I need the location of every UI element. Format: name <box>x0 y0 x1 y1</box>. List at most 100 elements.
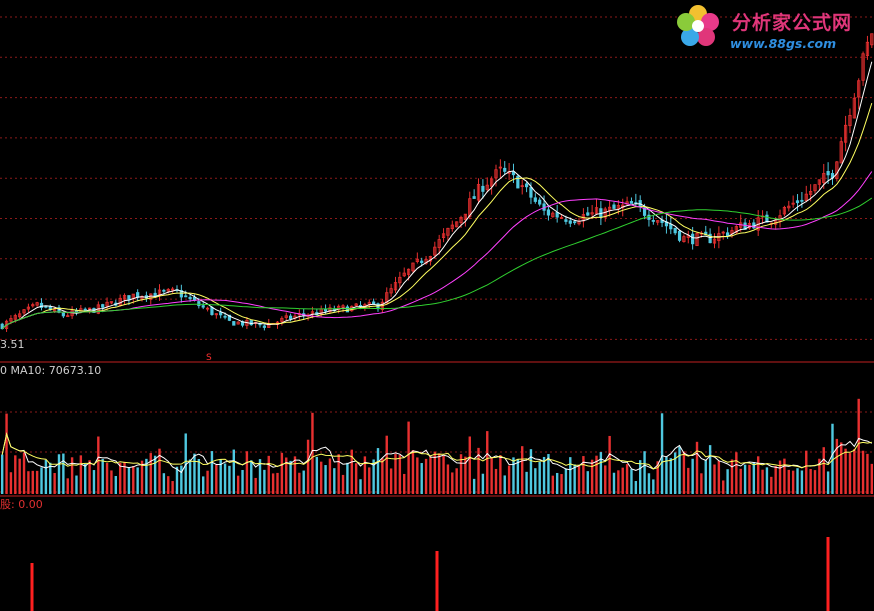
candle-body <box>201 305 205 308</box>
volume-bar <box>555 472 559 494</box>
candle-body <box>691 233 695 245</box>
candle-body <box>337 305 341 311</box>
candle-body <box>87 307 92 310</box>
candle-body <box>219 312 223 316</box>
candle-body <box>656 220 660 223</box>
volume-bar <box>49 462 52 494</box>
candle-body <box>586 212 590 216</box>
volume-bar <box>341 474 345 494</box>
candle-body <box>726 232 730 237</box>
candle-body <box>782 206 787 215</box>
candle-body <box>411 262 415 272</box>
candle-body <box>730 230 734 234</box>
candle-body <box>520 185 524 188</box>
candle-body <box>533 197 537 202</box>
candle-body <box>712 238 717 244</box>
volume-bar <box>215 465 218 494</box>
volume-bar <box>276 472 279 494</box>
volume-bar <box>66 478 69 494</box>
signal-markers: S <box>206 353 212 363</box>
logo-url-text: www.88gs.com <box>730 36 837 51</box>
volume-bar <box>280 452 284 494</box>
volume-bar <box>354 463 358 494</box>
volume-bar <box>805 450 808 494</box>
volume-bar <box>813 470 817 494</box>
volume-bar <box>145 458 148 494</box>
candle-body <box>9 318 13 322</box>
volume-bar <box>105 463 109 494</box>
candle-body <box>765 214 769 223</box>
volume-bar <box>302 470 305 494</box>
volume-bar <box>866 453 869 494</box>
volume-bar <box>521 446 524 494</box>
candle-body <box>721 231 725 234</box>
candle-body <box>682 236 686 243</box>
panel-dividers <box>0 361 874 497</box>
volume-bar <box>678 446 681 494</box>
candle-body <box>865 41 870 56</box>
candle-body <box>341 305 345 308</box>
site-logo: 分析家公式网 www.88gs.com <box>674 2 870 56</box>
candle-body <box>463 213 468 220</box>
volume-bar <box>625 464 629 494</box>
volume-bar <box>285 457 288 494</box>
volume-bar <box>499 455 502 494</box>
volume-bar <box>258 459 262 494</box>
volume-bar <box>298 472 301 494</box>
volume-bar <box>9 472 13 494</box>
price-low-label: 3.51 <box>0 338 25 351</box>
volume-bar <box>669 458 672 494</box>
candle-body <box>232 321 236 326</box>
volume-bar <box>328 458 332 494</box>
candle-body <box>503 167 507 172</box>
volume-bar <box>411 450 415 494</box>
volume-bar <box>459 454 463 494</box>
candle-body <box>472 196 476 199</box>
volume-bar <box>582 456 585 494</box>
volume-bar <box>861 450 865 494</box>
candle-body <box>223 315 227 318</box>
candle-body <box>468 198 472 217</box>
volume-bar <box>376 448 380 494</box>
volume-bar <box>451 472 454 494</box>
volume-bar <box>136 467 139 494</box>
volume-bar <box>743 464 747 494</box>
volume-bar <box>630 469 633 494</box>
volume-bar <box>525 471 528 494</box>
candle-body <box>398 276 402 284</box>
volume-bar <box>822 447 825 494</box>
candle-body <box>61 312 65 317</box>
volume-bar <box>293 456 297 494</box>
volume-bar <box>586 471 589 494</box>
volume-bar <box>726 469 729 494</box>
volume-bar <box>765 467 769 494</box>
candle-body <box>446 227 450 236</box>
candle-body <box>734 226 738 233</box>
buy-marker: S <box>206 353 212 363</box>
volume-bar <box>590 459 594 494</box>
volume-bar <box>149 453 152 494</box>
volume-bar <box>114 476 118 494</box>
signal-bars <box>30 537 830 611</box>
candle-body <box>210 307 214 315</box>
volume-bar <box>394 453 397 494</box>
candle-body <box>795 200 800 204</box>
volume-bar <box>564 468 568 494</box>
volume-bar <box>359 479 362 494</box>
candle-body <box>83 308 87 311</box>
candle-body <box>289 315 293 320</box>
candle-body <box>695 233 699 247</box>
candle-body <box>31 304 35 307</box>
candle-body <box>481 185 485 192</box>
volume-bar <box>241 469 244 494</box>
volume-bar <box>219 459 222 494</box>
volume-bar <box>595 455 598 494</box>
volume-bar <box>455 468 458 494</box>
volume-bar <box>92 470 96 494</box>
volume-bar <box>656 461 659 494</box>
candle-body <box>839 141 843 164</box>
candle-body <box>197 301 201 307</box>
volume-bar <box>682 451 686 494</box>
volume-bar <box>44 459 48 494</box>
volume-bar <box>289 460 292 494</box>
